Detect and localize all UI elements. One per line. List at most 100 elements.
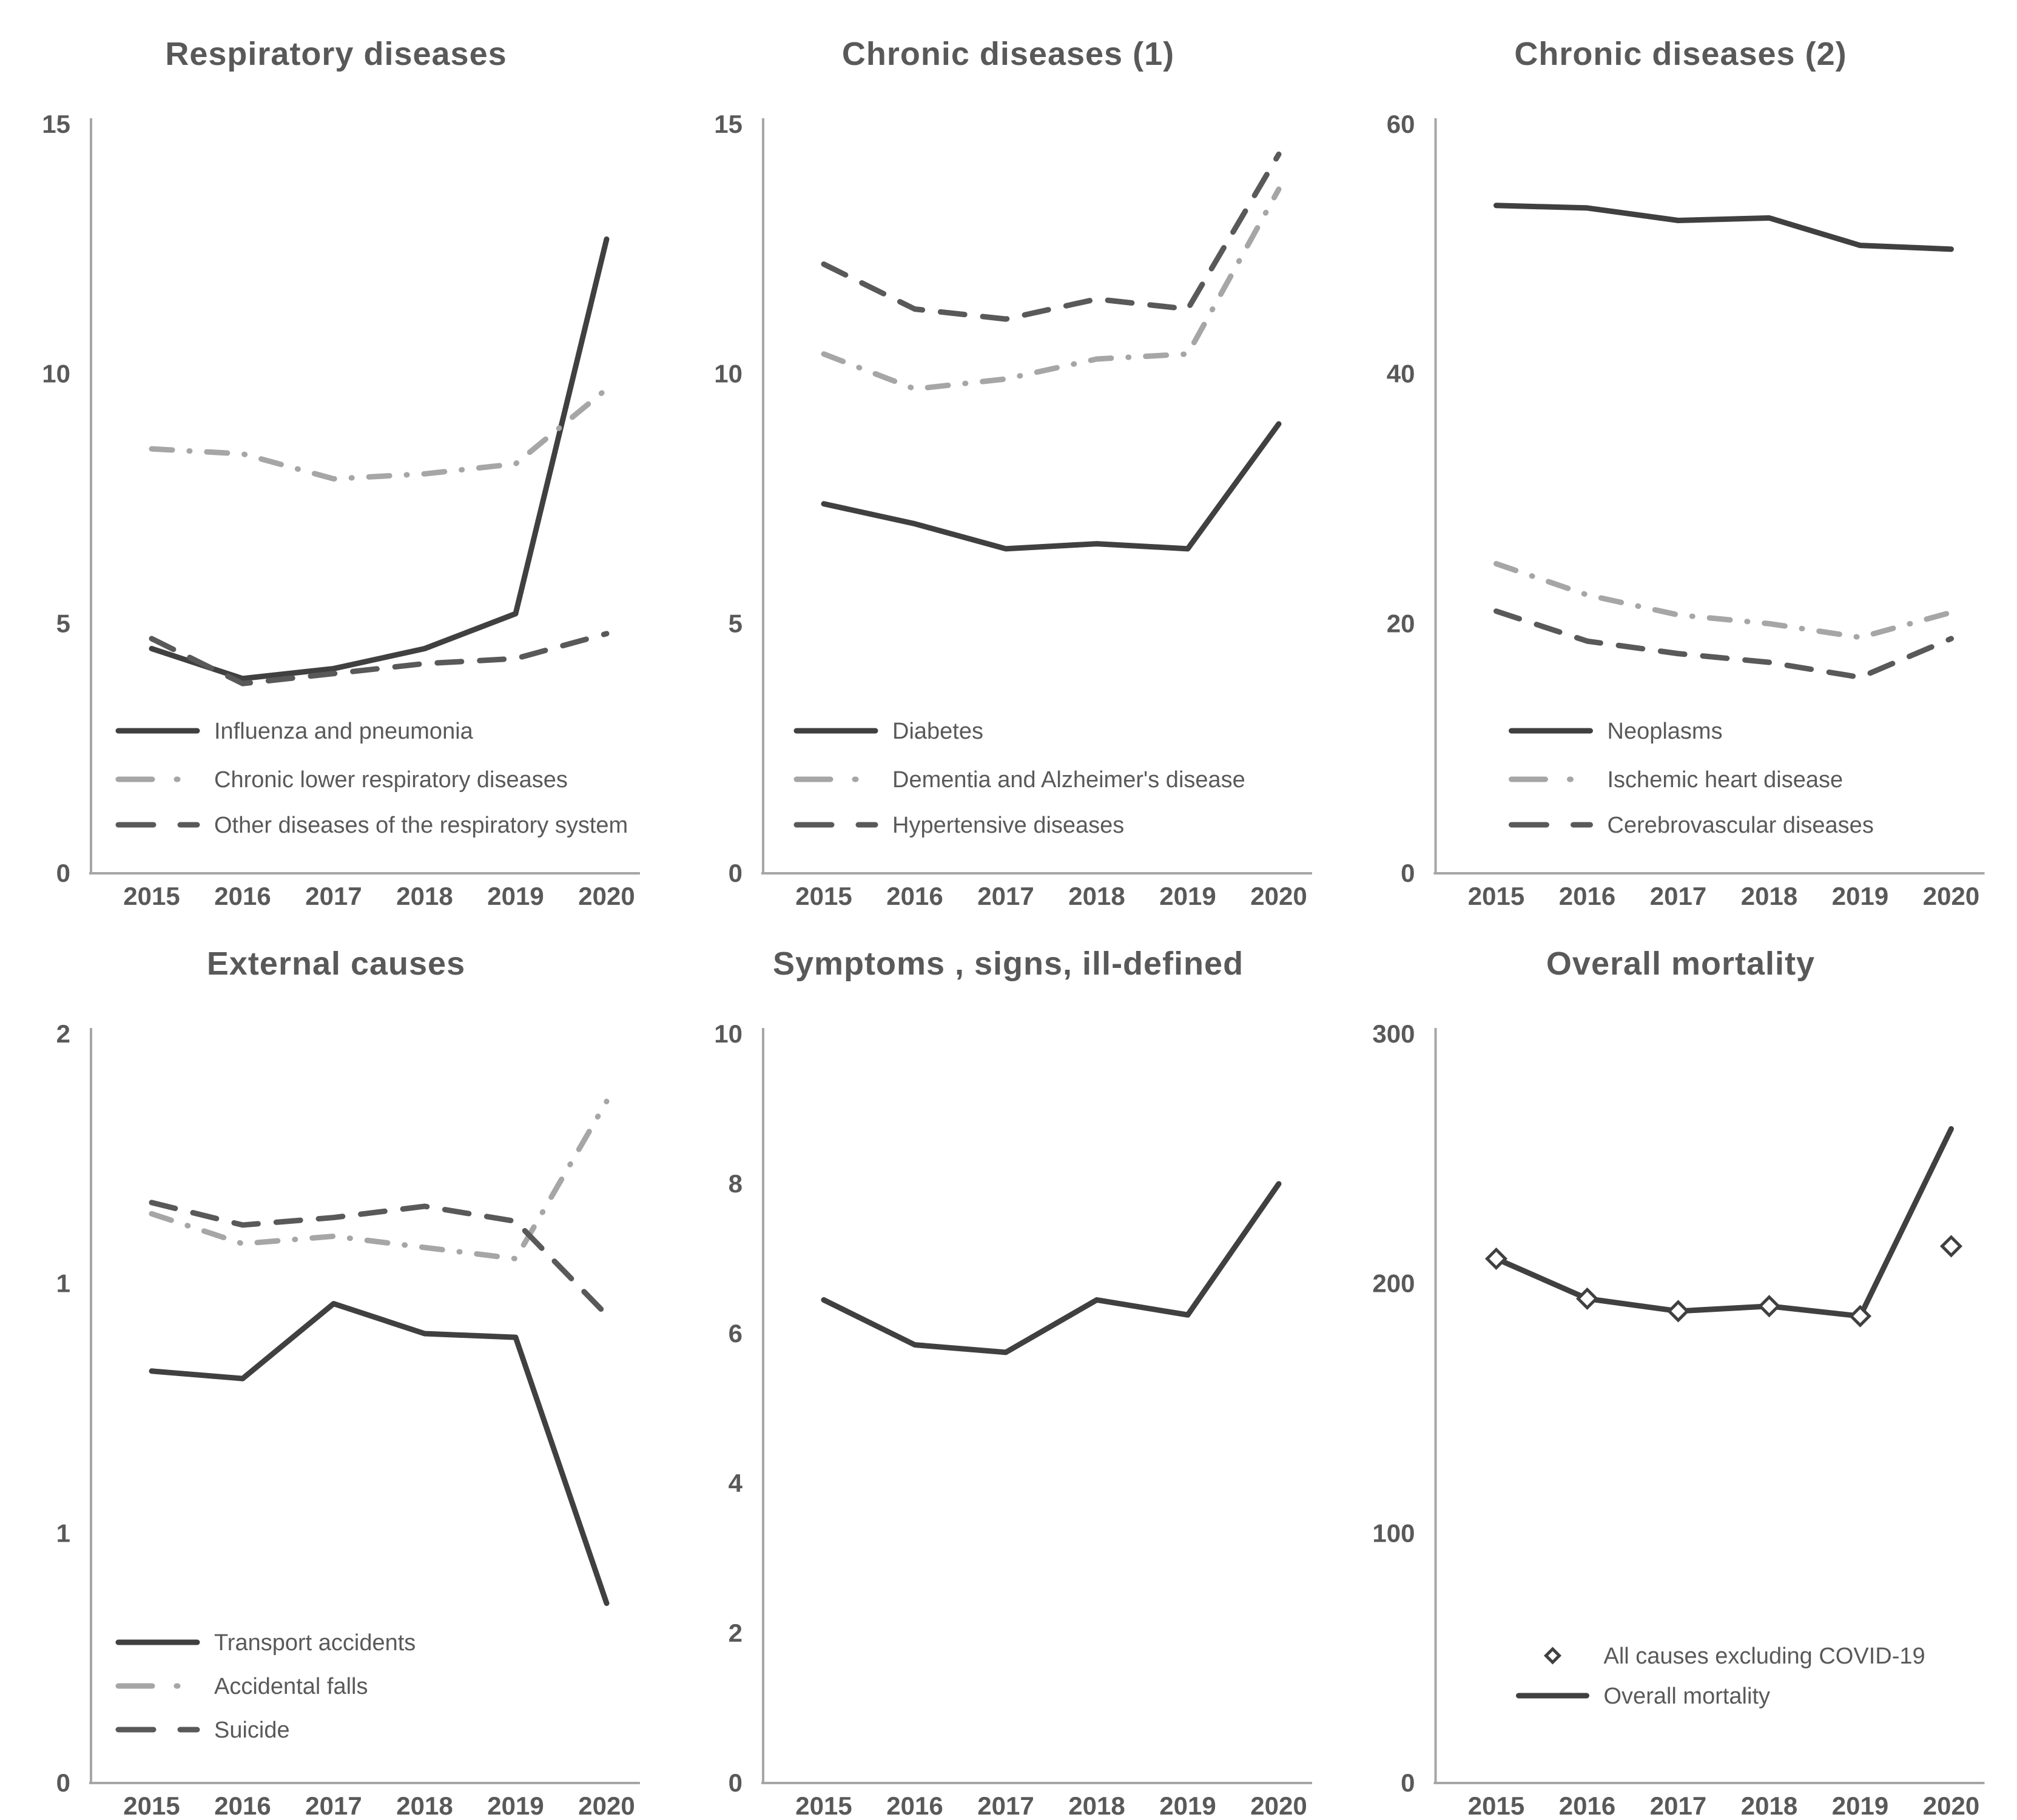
data-point-marker xyxy=(1939,1235,1963,1258)
series-line xyxy=(1493,608,1954,680)
legend-label: Diabetes xyxy=(892,719,983,744)
y-tick-label: 300 xyxy=(1372,1019,1415,1048)
x-tick-label: 2017 xyxy=(1650,882,1706,910)
data-point-marker xyxy=(1848,1305,1872,1328)
x-tick-label: 2015 xyxy=(795,882,852,910)
series-line xyxy=(149,1098,610,1261)
external-causes-plot: 0 1 1 2 2015 2016 2017 2018 2019 2020 Transport ac… xyxy=(56,1019,640,1819)
legend-label: Transport accidents xyxy=(214,1630,416,1656)
x-tick-label: 2017 xyxy=(305,1791,362,1819)
chronic-diseases-1-plot: 0 5 10 15 2015 2016 2017 2018 2019 2020 Diabetes De… xyxy=(714,110,1312,910)
series-line xyxy=(1493,203,1954,252)
x-tick-label: 2019 xyxy=(1832,1791,1888,1819)
chart-title: Chronic diseases (2) xyxy=(1514,36,1847,72)
x-tick-label: 2016 xyxy=(886,1791,943,1819)
data-point-marker xyxy=(1575,1287,1599,1310)
y-tick-label: 100 xyxy=(1372,1519,1415,1547)
x-tick-label: 2020 xyxy=(578,1791,635,1819)
data-point-marker xyxy=(1757,1295,1781,1318)
chart-chronic-diseases-1: Chronic diseases (1) 0 5 10 15 2015 2016 2017 2… xyxy=(672,0,1344,910)
x-tick-label: 2015 xyxy=(1468,882,1524,910)
x-tick-label: 2016 xyxy=(214,882,271,910)
legend-label: Overall mortality xyxy=(1604,1684,1771,1709)
x-tick-label: 2019 xyxy=(1159,1791,1216,1819)
legend-marker-swatch xyxy=(1543,1647,1562,1665)
x-tick-label: 2019 xyxy=(487,1791,544,1819)
y-tick-label: 0 xyxy=(1401,1768,1415,1797)
y-tick-label: 200 xyxy=(1372,1269,1415,1298)
legend-label: Chronic lower respiratory diseases xyxy=(214,767,568,793)
series-line xyxy=(149,386,610,482)
chart-title: Symptoms , signs, ill-defined xyxy=(772,945,1244,982)
chart-symptoms-signs-ill-defined: Symptoms , signs, ill-defined 0 2 4 6 8 10 201… xyxy=(672,910,1344,1820)
x-tick-label: 2018 xyxy=(1068,1791,1125,1819)
y-tick-label: 5 xyxy=(729,609,742,637)
x-tick-label: 2020 xyxy=(1923,882,1979,910)
chart-external-causes: External causes 0 1 1 2 2015 2016 2017 2018 2019… xyxy=(0,910,672,1820)
x-tick-label: 2015 xyxy=(795,1791,852,1819)
y-tick-label: 0 xyxy=(729,859,742,887)
series-line xyxy=(821,186,1282,392)
chart-chronic-diseases-2: Chronic diseases (2) 0 20 40 60 2015 2016 2017… xyxy=(1344,0,2017,910)
y-tick-label: 0 xyxy=(56,1768,70,1797)
y-tick-label: 0 xyxy=(1401,859,1415,887)
chart-title: Overall mortality xyxy=(1546,945,1816,982)
y-tick-label: 15 xyxy=(714,110,742,138)
legend-label: All causes excluding COVID-19 xyxy=(1604,1644,1925,1669)
series-line xyxy=(1493,1126,1954,1319)
y-tick-label: 60 xyxy=(1387,110,1415,138)
x-tick-label: 2017 xyxy=(305,882,362,910)
series-line xyxy=(149,1301,610,1607)
y-tick-label: 4 xyxy=(729,1469,743,1497)
data-point-marker xyxy=(1666,1300,1690,1323)
y-tick-label: 40 xyxy=(1387,360,1415,388)
x-tick-label: 2016 xyxy=(1559,882,1615,910)
x-tick-label: 2018 xyxy=(1741,882,1797,910)
series-line xyxy=(821,421,1282,552)
chronic-diseases-2-plot: 0 20 40 60 2015 2016 2017 2018 2019 2020 Neoplasms… xyxy=(1387,110,1985,910)
symptoms-signs-ill-defined-plot: 0 2 4 6 8 10 2015 2016 2017 2018 2019 2020 xyxy=(714,1019,1312,1819)
data-point-marker xyxy=(1484,1247,1508,1271)
y-tick-label: 15 xyxy=(42,110,70,138)
y-tick-label: 20 xyxy=(1387,609,1415,637)
x-tick-label: 2019 xyxy=(1832,882,1888,910)
x-tick-label: 2018 xyxy=(396,882,453,910)
legend-label: Other diseases of the respiratory system xyxy=(214,813,628,838)
chart-title: Chronic diseases (1) xyxy=(841,36,1175,72)
series-line xyxy=(149,1200,610,1318)
y-tick-label: 6 xyxy=(729,1319,742,1348)
y-tick-label: 2 xyxy=(729,1619,742,1647)
x-tick-label: 2015 xyxy=(123,882,180,910)
y-tick-label: 1 xyxy=(56,1269,70,1298)
respiratory-diseases-plot: 0 5 10 15 2015 2016 2017 2018 2019 2020 Influenza … xyxy=(42,110,640,910)
overall-mortality-plot: 0 100 200 300 2015 2016 2017 2018 2019 2020 All ca… xyxy=(1372,1019,1985,1819)
y-tick-label: 8 xyxy=(729,1169,742,1198)
chart-title: Respiratory diseases xyxy=(165,36,507,72)
y-tick-label: 1 xyxy=(56,1519,70,1547)
y-tick-label: 5 xyxy=(56,609,70,637)
legend-label: Neoplasms xyxy=(1608,719,1723,744)
legend-label: Cerebrovascular diseases xyxy=(1608,813,1874,838)
x-tick-label: 2020 xyxy=(1923,1791,1979,1819)
y-tick-label: 10 xyxy=(714,360,742,388)
x-tick-label: 2019 xyxy=(1159,882,1216,910)
series-line xyxy=(821,1181,1282,1355)
x-tick-label: 2017 xyxy=(977,1791,1034,1819)
x-tick-label: 2018 xyxy=(1741,1791,1797,1819)
series-line xyxy=(149,236,610,682)
legend-label: Hypertensive diseases xyxy=(892,813,1124,838)
x-tick-label: 2016 xyxy=(214,1791,271,1819)
x-tick-label: 2020 xyxy=(1250,1791,1307,1819)
legend-label: Ischemic heart disease xyxy=(1608,767,1844,793)
x-tick-label: 2017 xyxy=(977,882,1034,910)
x-tick-label: 2019 xyxy=(487,882,544,910)
y-tick-label: 10 xyxy=(42,360,70,388)
y-tick-label: 2 xyxy=(56,1019,70,1048)
chart-respiratory-diseases: Respiratory diseases 0 5 10 15 2015 2016 2017 2… xyxy=(0,0,672,910)
chart-overall-mortality: Overall mortality 0 100 200 300 2015 2016 2017… xyxy=(1344,910,2017,1820)
legend-label: Accidental falls xyxy=(214,1674,368,1699)
y-tick-label: 0 xyxy=(56,859,70,887)
legend-label: Dementia and Alzheimer's disease xyxy=(892,767,1245,793)
series-line xyxy=(821,151,1282,322)
